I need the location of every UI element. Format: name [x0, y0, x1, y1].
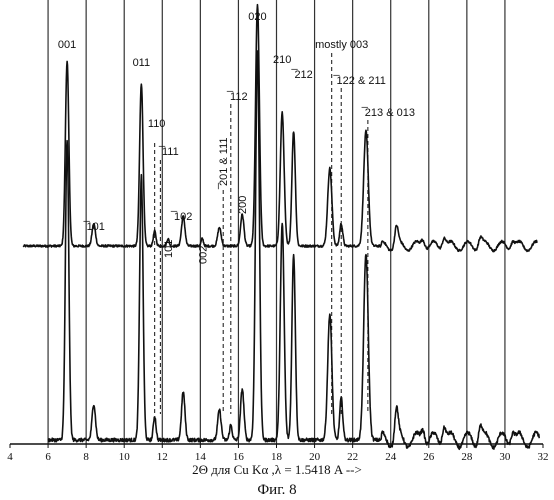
- peak-label: ̅102: [170, 211, 192, 223]
- peak-label: 002: [197, 246, 209, 264]
- peak-label: 200: [237, 196, 249, 214]
- x-tick-label: 32: [538, 451, 549, 463]
- x-tick-label: 30: [499, 451, 511, 463]
- peak-label: ̅212: [290, 69, 312, 81]
- x-tick-label: 8: [83, 451, 89, 463]
- x-tick-label: 28: [461, 451, 473, 463]
- peak-label: ̅213 & 013: [361, 107, 415, 119]
- x-tick-label: 26: [423, 451, 435, 463]
- x-axis: 468101214161820222426283032: [7, 444, 548, 463]
- peak-label: 001: [58, 39, 76, 51]
- x-tick-label: 24: [385, 451, 397, 463]
- peak-label: ̅112: [226, 91, 248, 103]
- x-axis-label: 2Θ для Cu Kα ,λ = 1.5418 A -->: [192, 462, 362, 477]
- x-tick-label: 12: [157, 451, 168, 463]
- peak-label: 210: [273, 54, 291, 66]
- x-tick-label: 4: [7, 451, 13, 463]
- grid-lines: [48, 0, 505, 444]
- peak-label: mostly 003: [315, 39, 368, 51]
- peak-label: ̅111: [158, 146, 179, 158]
- series-trace: [23, 5, 537, 252]
- peak-label: ̅201 & 111: [218, 137, 230, 190]
- peak-label: 101: [163, 240, 175, 258]
- peak-label: 110: [148, 118, 166, 130]
- peak-label: ̅122 & 211: [333, 75, 386, 87]
- figure-caption: Фиг. 8: [257, 482, 296, 498]
- peak-label: 011: [133, 57, 151, 69]
- peak-label: ̅101: [83, 221, 105, 233]
- x-tick-label: 6: [45, 451, 51, 463]
- peak-label: 020: [248, 11, 266, 23]
- x-tick-label: 10: [119, 451, 131, 463]
- series-trace: [48, 51, 539, 449]
